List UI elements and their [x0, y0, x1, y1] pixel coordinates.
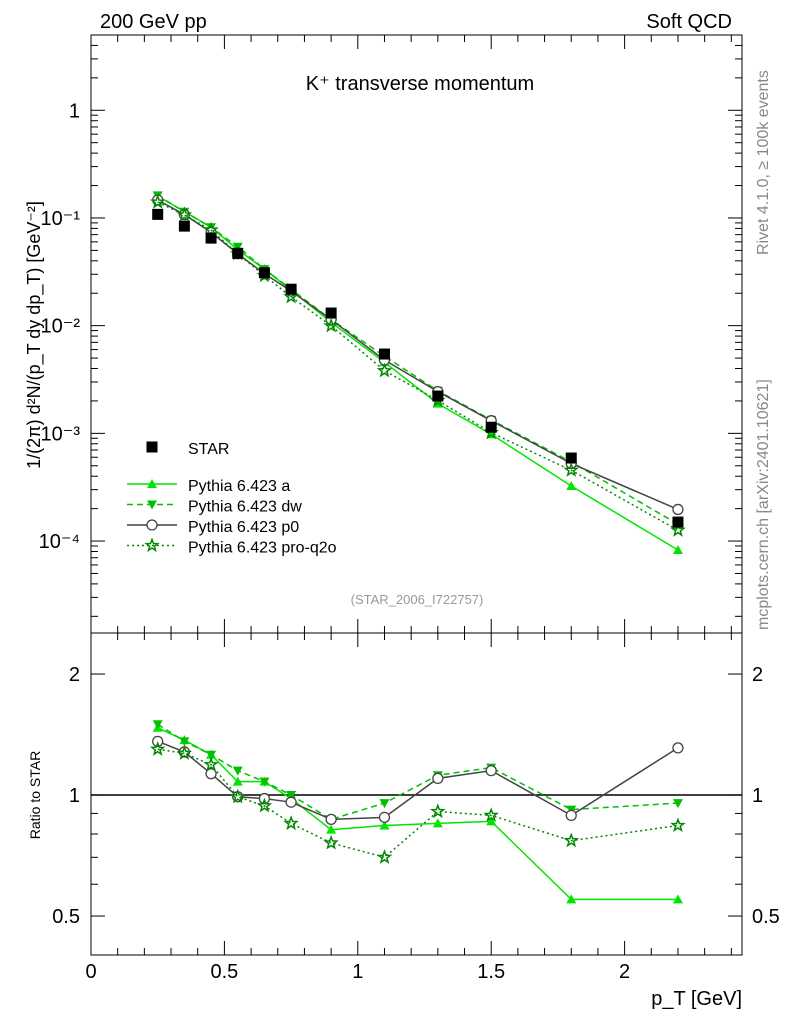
- ratio-data-point: [432, 772, 444, 785]
- ratio-data-point: [229, 788, 246, 804]
- legend-label: Pythia 6.423 dw: [188, 499, 302, 516]
- star-data-point: [565, 452, 577, 464]
- ratio-y-tick-label: 2: [69, 664, 80, 686]
- main-data-point: [176, 206, 193, 222]
- ratio-data-point: [259, 777, 270, 787]
- side-rivet: Rivet 4.1.0, ≥ 100k events: [755, 70, 772, 255]
- ratio-data-point: [325, 813, 337, 826]
- ratio-y-tick-label: 0.5: [52, 906, 80, 928]
- ratio-data-point: [283, 815, 299, 831]
- ratio-data-point: [565, 809, 577, 822]
- ratio-data-point: [432, 818, 443, 828]
- side-mcplots: mcplots.cern.ch [arXiv:2401.10621]: [755, 379, 772, 630]
- star-data-point: [325, 307, 337, 319]
- legend-marker: [144, 537, 160, 553]
- legend-label: Pythia 6.423 pro-q2o: [188, 540, 337, 557]
- legend-label: STAR: [188, 441, 229, 458]
- ratio-data-point: [379, 799, 390, 809]
- ratio-data-point: [672, 799, 683, 809]
- ratio-data-point: [203, 756, 219, 772]
- ratio-data-point: [285, 796, 297, 808]
- y-tick-label: 1: [69, 100, 80, 122]
- watermark: (STAR_2006_I722757): [351, 592, 484, 607]
- star-data-point: [378, 348, 390, 360]
- ratio-series-line-1: [157, 723, 679, 821]
- star-data-point: [232, 247, 244, 259]
- ratio-data-point: [286, 791, 297, 801]
- ratio-data-point: [205, 768, 217, 780]
- ratio-y-tick-label: 1: [752, 785, 763, 807]
- header-right: Soft QCD: [646, 11, 732, 33]
- x-axis-label: p_T [GeV]: [651, 988, 742, 1010]
- ratio-y-tick-label: 1: [69, 785, 80, 807]
- ratio-series-line-0: [157, 727, 678, 901]
- ratio-data-point: [256, 797, 273, 813]
- ratio-data-point: [483, 807, 499, 822]
- ratio-data-point: [232, 766, 243, 776]
- x-tick-label: 0: [85, 961, 96, 983]
- main-data-point: [283, 288, 299, 304]
- ratio-data-point: [232, 776, 243, 786]
- star-data-point: [285, 283, 297, 295]
- ratio-data-point: [176, 745, 193, 760]
- ratio-data-point: [486, 816, 497, 826]
- legend-marker: [147, 479, 157, 488]
- header-left: 200 GeV pp: [100, 11, 207, 33]
- star-data-point: [672, 516, 684, 528]
- ratio-data-point: [672, 742, 684, 754]
- y-tick-label: 10⁻⁴: [39, 531, 80, 553]
- legend-label: Pythia 6.423 a: [188, 478, 290, 495]
- main-data-point: [323, 317, 339, 333]
- ratio-data-point: [670, 817, 686, 833]
- star-data-point: [258, 267, 270, 279]
- chart-title: K⁺ transverse momentum: [306, 73, 534, 95]
- ratio-data-point: [326, 824, 337, 834]
- ratio-y-tick-label: 0.5: [752, 906, 780, 928]
- legend-marker: [146, 441, 158, 453]
- main-data-point: [376, 362, 393, 378]
- ratio-data-point: [179, 737, 190, 747]
- star-data-point: [432, 390, 444, 402]
- ratio-frame: [90, 632, 743, 956]
- ratio-data-point: [323, 834, 339, 850]
- main-data-point: [566, 480, 577, 490]
- star-data-point: [178, 220, 190, 232]
- main-data-point: [203, 221, 219, 237]
- main-data-point: [670, 521, 686, 537]
- ratio-data-point: [149, 741, 166, 756]
- main-data-point: [149, 193, 166, 209]
- y-tick-label: 10⁻²: [41, 316, 81, 338]
- x-tick-label: 0.5: [210, 961, 238, 983]
- ratio-y-tick-label: 2: [752, 664, 763, 686]
- ratio-y-label: Ratio to STAR: [27, 751, 43, 839]
- ratio-data-point: [563, 832, 580, 848]
- x-tick-label: 1: [352, 961, 363, 983]
- legend-marker: [146, 519, 158, 531]
- main-data-point: [563, 462, 580, 477]
- star-data-point: [485, 421, 497, 433]
- star-data-point: [152, 208, 164, 220]
- ratio-data-point: [378, 811, 391, 824]
- y-axis-label: 1/(2π) d²N/(p_T dy dp_T) [GeV⁻²]: [24, 201, 45, 469]
- legend-label: Pythia 6.423 p0: [188, 519, 299, 536]
- star-data-point: [205, 232, 217, 244]
- main-data-point: [672, 545, 683, 555]
- ratio-data-point: [672, 894, 683, 904]
- ratio-data-point: [430, 803, 446, 819]
- ratio-data-point: [376, 849, 393, 864]
- x-tick-label: 1.5: [477, 961, 505, 983]
- main-data-point: [672, 503, 684, 516]
- ratio-data-point: [485, 764, 497, 777]
- y-tick-label: 10⁻¹: [41, 208, 81, 230]
- y-tick-label: 10⁻³: [41, 423, 81, 445]
- ratio-data-point: [152, 720, 163, 730]
- legend-marker: [147, 500, 157, 510]
- ratio-data-point: [206, 750, 217, 760]
- ratio-data-point: [566, 894, 577, 904]
- ratio-series-line-3: [157, 748, 679, 859]
- x-tick-label: 2: [619, 961, 630, 983]
- ratio-data-point: [379, 820, 390, 830]
